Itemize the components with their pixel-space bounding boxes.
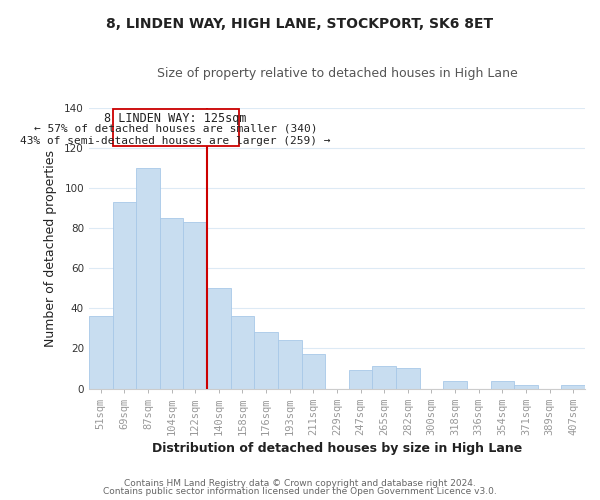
Bar <box>254 332 278 388</box>
Bar <box>113 202 136 388</box>
Y-axis label: Number of detached properties: Number of detached properties <box>44 150 58 347</box>
Bar <box>278 340 302 388</box>
Bar <box>207 288 230 388</box>
Bar <box>160 218 184 388</box>
Bar <box>230 316 254 388</box>
Text: 43% of semi-detached houses are larger (259) →: 43% of semi-detached houses are larger (… <box>20 136 331 145</box>
Text: 8 LINDEN WAY: 125sqm: 8 LINDEN WAY: 125sqm <box>104 112 247 125</box>
Bar <box>373 366 396 388</box>
Bar <box>349 370 373 388</box>
Text: 8, LINDEN WAY, HIGH LANE, STOCKPORT, SK6 8ET: 8, LINDEN WAY, HIGH LANE, STOCKPORT, SK6… <box>106 18 494 32</box>
Text: Contains HM Land Registry data © Crown copyright and database right 2024.: Contains HM Land Registry data © Crown c… <box>124 478 476 488</box>
Text: Contains public sector information licensed under the Open Government Licence v3: Contains public sector information licen… <box>103 487 497 496</box>
Bar <box>514 384 538 388</box>
FancyBboxPatch shape <box>113 109 239 146</box>
Bar <box>491 380 514 388</box>
Bar <box>184 222 207 388</box>
Title: Size of property relative to detached houses in High Lane: Size of property relative to detached ho… <box>157 68 517 80</box>
X-axis label: Distribution of detached houses by size in High Lane: Distribution of detached houses by size … <box>152 442 522 455</box>
Bar <box>136 168 160 388</box>
Text: ← 57% of detached houses are smaller (340): ← 57% of detached houses are smaller (34… <box>34 124 317 134</box>
Bar <box>443 380 467 388</box>
Bar <box>89 316 113 388</box>
Bar <box>302 354 325 388</box>
Bar <box>562 384 585 388</box>
Bar <box>396 368 419 388</box>
